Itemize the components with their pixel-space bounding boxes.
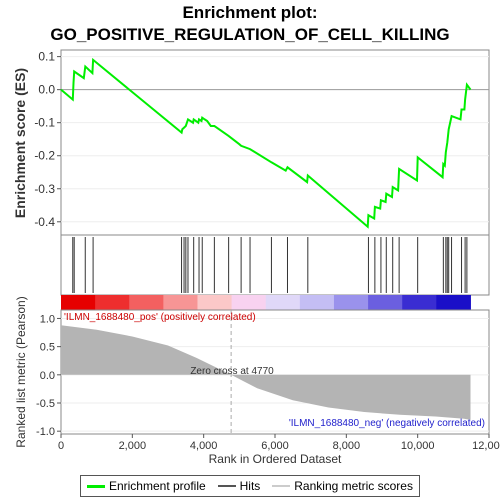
chart-title: Enrichment plot: GO_POSITIVE_REGULATION_… (0, 2, 500, 46)
x-tick-label: 0 (58, 440, 64, 452)
heatmap-segment (61, 295, 96, 310)
heatmap-segment (197, 295, 233, 310)
heatmap-segment (129, 295, 164, 310)
x-tick-label: 4,000 (190, 440, 218, 452)
es-plot-area (60, 49, 490, 236)
x-tick-label: 10,000 (401, 440, 435, 452)
metric-y-tick-label: -0.5 (36, 398, 55, 410)
heatmap-segment (231, 295, 267, 310)
x-tick-label: 6,000 (261, 440, 289, 452)
hits-panel (60, 234, 490, 296)
es-y-tick-label: -0.3 (34, 182, 55, 196)
es-y-tick-label: -0.1 (34, 116, 55, 130)
x-axis-label: Rank in Ordered Dataset (209, 452, 342, 466)
legend: Enrichment profile Hits Ranking metric s… (80, 475, 420, 497)
enrichment-profile-line (60, 57, 472, 229)
es-y-tick-label: -0.2 (34, 149, 55, 163)
x-tick-label: 2,000 (119, 440, 147, 452)
metric-y-tick-label: 1.0 (40, 313, 55, 325)
legend-item-enrichment-profile: Enrichment profile (86, 479, 206, 493)
positive-correlation-label: 'ILMN_1688480_pos' (positively correlate… (64, 312, 256, 323)
legend-label-ranking-metric: Ranking metric scores (294, 479, 413, 493)
x-tick-label: 12,000 (472, 440, 500, 452)
es-y-axis-label: Enrichment score (ES) (12, 68, 28, 218)
es-y-tick-label: -0.4 (34, 215, 55, 229)
legend-label-enrichment-profile: Enrichment profile (108, 479, 206, 493)
legend-swatch-ranking-metric (272, 485, 291, 487)
heatmap-segment (436, 295, 471, 310)
heatmap-segment (368, 295, 403, 310)
heatmap-segment (265, 295, 301, 310)
legend-item-ranking-metric: Ranking metric scores (272, 479, 413, 493)
legend-swatch-enrichment-profile (86, 484, 105, 488)
heatmap-segment (163, 295, 198, 310)
heatmap-segment (299, 295, 335, 310)
metric-y-axis-label: Ranked list metric (Pearson) (14, 296, 28, 447)
heatmap-segment (333, 295, 369, 310)
negative-correlation-label: 'ILMN_1688480_neg' (negatively correlate… (289, 418, 485, 429)
chart-title-line1: Enrichment plot: (182, 3, 318, 22)
legend-item-hits: Hits (217, 479, 261, 493)
ranking-metric-area (61, 325, 471, 420)
heatmap-segment (402, 295, 437, 310)
metric-y-tick-label: 0.0 (40, 370, 55, 382)
x-tick-label: 8,000 (333, 440, 361, 452)
es-y-tick-label: 0.0 (38, 83, 55, 97)
metric-y-tick-label: 0.5 (40, 342, 55, 354)
chart-title-line2: GO_POSITIVE_REGULATION_OF_CELL_KILLING (50, 25, 450, 44)
zero-cross-label: Zero cross at 4770 (190, 366, 274, 377)
legend-swatch-hits (217, 485, 236, 487)
es-y-tick-label: 0.1 (38, 50, 55, 64)
heatmap-segment (95, 295, 130, 310)
legend-label-hits: Hits (239, 479, 261, 493)
metric-y-tick-label: -1.0 (36, 426, 55, 438)
